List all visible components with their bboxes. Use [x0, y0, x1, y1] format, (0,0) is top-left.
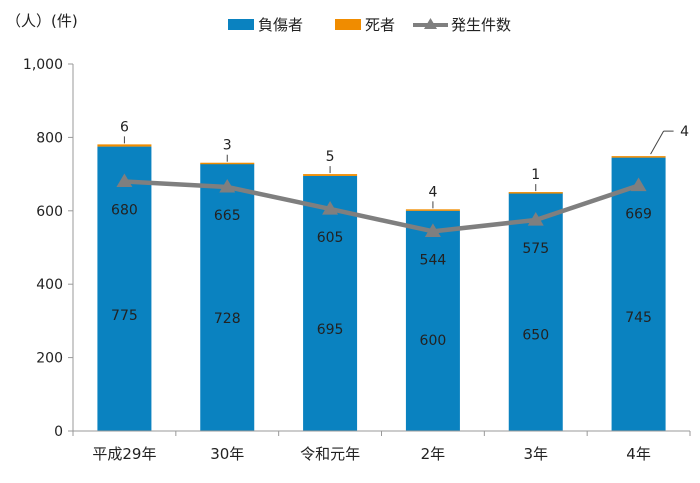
- data-label-deaths: 4: [428, 184, 437, 200]
- bar-injured: [97, 147, 151, 431]
- deaths-leader-line: [651, 131, 664, 154]
- bar-injured: [509, 192, 563, 431]
- legend-label-injured: 負傷者: [258, 16, 303, 34]
- legend-label-incidents: 発生件数: [451, 16, 511, 34]
- y-tick-label: 800: [36, 130, 63, 146]
- bar-deaths: [406, 209, 460, 211]
- data-label-incidents: 605: [317, 230, 344, 246]
- data-label-incidents: 680: [111, 202, 138, 218]
- y-axis-unit-label: （人）(件): [6, 12, 78, 30]
- x-tick-label: 平成29年: [92, 445, 156, 463]
- bar-injured: [406, 211, 460, 431]
- data-label-incidents: 665: [214, 208, 241, 224]
- y-tick-label: 1,000: [23, 57, 63, 73]
- y-tick-label: 600: [36, 204, 63, 220]
- x-tick-label: 3年: [523, 445, 548, 463]
- data-label-deaths: 4: [680, 124, 689, 140]
- x-tick-label: 4年: [626, 445, 651, 463]
- y-tick-label: 400: [36, 277, 63, 293]
- bar-deaths: [200, 163, 254, 165]
- bar-deaths: [509, 192, 563, 194]
- chart: （人）(件) 負傷者 死者 発生件数 0 200 400 600 800 1,000 77…: [0, 0, 700, 483]
- y-tick-label: 0: [54, 424, 63, 440]
- bar-deaths: [303, 174, 357, 176]
- y-axis: 0 200 400 600 800 1,000: [23, 57, 73, 440]
- data-label-deaths: 3: [223, 138, 232, 154]
- data-label-injured: 745: [625, 310, 652, 326]
- data-label-deaths: 6: [120, 119, 129, 135]
- incidents-line: [116, 173, 646, 237]
- bar-injured: [612, 158, 666, 431]
- data-label-injured: 650: [522, 327, 549, 343]
- data-label-deaths: 5: [326, 149, 335, 165]
- data-label-incidents: 544: [420, 252, 447, 268]
- bar-deaths: [612, 156, 666, 158]
- bar-deaths: [97, 144, 151, 146]
- x-tick-label: 2年: [421, 445, 446, 463]
- y-tick-label: 200: [36, 351, 63, 367]
- data-label-injured: 728: [214, 311, 241, 327]
- legend-swatch-injured: [228, 19, 254, 30]
- data-label-deaths: 1: [531, 167, 540, 183]
- legend: 負傷者 死者 発生件数: [228, 16, 511, 34]
- legend-swatch-deaths: [335, 19, 361, 30]
- x-tick-label: 令和元年: [300, 445, 360, 463]
- legend-label-deaths: 死者: [365, 16, 395, 34]
- data-label-injured: 775: [111, 308, 138, 324]
- bar-injured: [200, 164, 254, 431]
- data-label-injured: 600: [420, 333, 447, 349]
- data-label-incidents: 669: [625, 206, 652, 222]
- bars: [97, 144, 665, 431]
- data-labels: 775 680 6 728 665 3 695 605 5 600 544 4 650 575 1 745 66…: [111, 119, 689, 349]
- x-tick-label: 30年: [210, 445, 244, 463]
- data-label-injured: 695: [317, 322, 344, 338]
- data-label-incidents: 575: [522, 241, 549, 257]
- x-axis: 平成29年 30年 令和元年 2年 3年 4年: [73, 431, 690, 463]
